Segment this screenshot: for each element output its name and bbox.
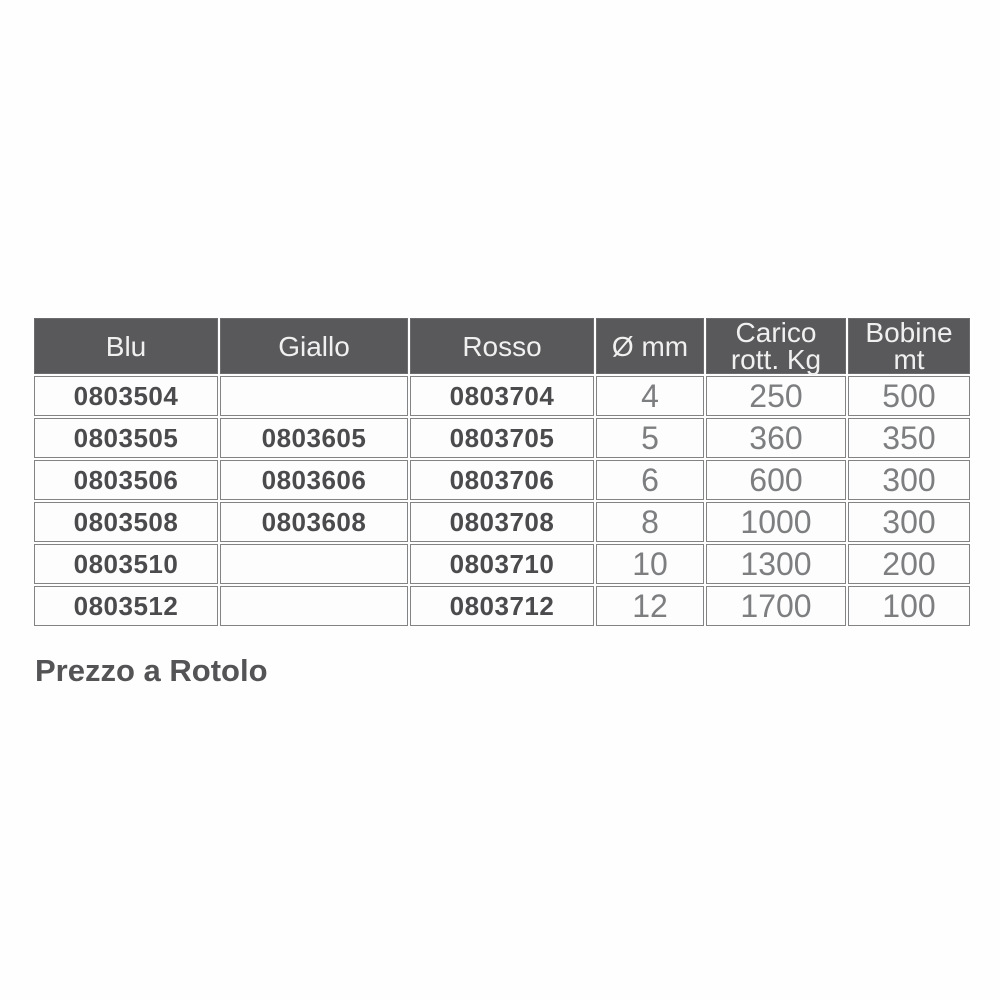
cell-rosso-code: 0803706	[410, 460, 594, 500]
header-label: Blu	[105, 330, 147, 362]
cell-carico: 1300	[706, 544, 846, 584]
cell-diametro: 6	[596, 460, 704, 500]
table-row: 0803512 0803712 12 1700 100	[34, 586, 970, 626]
price-per-roll-note: Prezzo a Rotolo	[35, 653, 268, 688]
cell-bobine: 350	[848, 418, 970, 458]
cell-blu-code: 0803504	[34, 376, 218, 416]
cell-giallo-code: 0803608	[220, 502, 408, 542]
table-row: 0803506 0803606 0803706 6 600 300	[34, 460, 970, 500]
cell-rosso-code: 0803712	[410, 586, 594, 626]
cell-blu-code: 0803505	[34, 418, 218, 458]
cell-diametro: 5	[596, 418, 704, 458]
table-row: 0803508 0803608 0803708 8 1000 300	[34, 502, 970, 542]
cell-bobine: 500	[848, 376, 970, 416]
product-table-container: Blu Giallo Rosso Ø mm	[32, 316, 972, 628]
cell-rosso-code: 0803705	[410, 418, 594, 458]
cell-carico: 1700	[706, 586, 846, 626]
header-label: Carico	[735, 317, 817, 348]
header-label: Giallo	[278, 330, 350, 362]
cell-diametro: 10	[596, 544, 704, 584]
header-label: Bobine	[865, 317, 953, 348]
cell-diametro: 8	[596, 502, 704, 542]
cell-carico: 600	[706, 460, 846, 500]
cell-bobine: 200	[848, 544, 970, 584]
product-spec-table: Blu Giallo Rosso Ø mm	[32, 316, 972, 628]
cell-carico: 360	[706, 418, 846, 458]
column-header-giallo: Giallo	[220, 318, 408, 374]
cell-diametro: 12	[596, 586, 704, 626]
cell-bobine: 300	[848, 460, 970, 500]
table-row: 0803504 0803704 4 250 500	[34, 376, 970, 416]
cell-carico: 250	[706, 376, 846, 416]
cell-bobine: 300	[848, 502, 970, 542]
cell-rosso-code: 0803710	[410, 544, 594, 584]
table-row: 0803510 0803710 10 1300 200	[34, 544, 970, 584]
cell-giallo-code: 0803606	[220, 460, 408, 500]
cell-blu-code: 0803510	[34, 544, 218, 584]
column-header-diametro: Ø mm	[596, 318, 704, 374]
header-label: Rosso	[462, 330, 542, 362]
cell-bobine: 100	[848, 586, 970, 626]
column-header-rosso: Rosso	[410, 318, 594, 374]
cell-blu-code: 0803512	[34, 586, 218, 626]
cell-blu-code: 0803508	[34, 502, 218, 542]
cell-giallo-code	[220, 376, 408, 416]
cell-carico: 1000	[706, 502, 846, 542]
table-row: 0803505 0803605 0803705 5 360 350	[34, 418, 970, 458]
column-header-carico: Carico rott. Kg	[706, 318, 846, 374]
cell-rosso-code: 0803704	[410, 376, 594, 416]
header-row: Blu Giallo Rosso Ø mm	[34, 318, 970, 374]
cell-giallo-code	[220, 544, 408, 584]
header-label: Ø mm	[611, 330, 689, 362]
cell-giallo-code	[220, 586, 408, 626]
column-header-bobine: Bobine mt	[848, 318, 970, 374]
column-header-blu: Blu	[34, 318, 218, 374]
cell-giallo-code: 0803605	[220, 418, 408, 458]
cell-diametro: 4	[596, 376, 704, 416]
cell-rosso-code: 0803708	[410, 502, 594, 542]
cell-blu-code: 0803506	[34, 460, 218, 500]
